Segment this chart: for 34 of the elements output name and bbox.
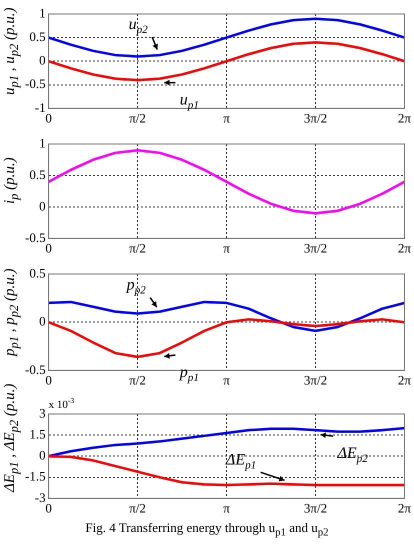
y-tick-label: 0.5 (29, 29, 46, 44)
y-tick-label: -0.5 (24, 230, 46, 245)
x-tick-label: π (223, 372, 230, 388)
y-tick-label: 3 (39, 405, 46, 420)
y-tick-label: -1.5 (24, 468, 46, 484)
x-tick-label: 3π/2 (304, 372, 328, 388)
x-tick-label: 3π/2 (304, 110, 328, 126)
x-tick-label: 2π (398, 372, 412, 388)
y-tick-label: 1 (39, 5, 46, 20)
y-tick-label: -1 (34, 100, 46, 115)
x-tick-label: 3π/2 (304, 500, 328, 516)
x-tick-label: π (223, 110, 230, 126)
y-tick-label: 0 (39, 314, 46, 329)
x-tick-label: π/2 (129, 110, 146, 126)
y-tick-label: 0.5 (29, 265, 46, 280)
x-tick-label: π/2 (129, 240, 146, 256)
y-tick-label: -0.5 (24, 362, 46, 377)
caption: Fig. 4 Transferring energy through u$_{p1}$ and u$_{p2}$ (84, 520, 330, 539)
x-tick-label: 3π/2 (304, 240, 328, 256)
x-tick-label: π (223, 500, 230, 516)
y-tick-label: 0.5 (29, 166, 46, 182)
y-tick-label: 0 (39, 198, 46, 214)
y-tick-label: 1 (39, 135, 46, 150)
x-tick-label: π/2 (129, 500, 146, 516)
y-tick-label: 0 (39, 52, 46, 68)
x-tick-label: π (223, 240, 230, 256)
x-tick-label: π/2 (129, 372, 146, 388)
y-tick-label: 0 (39, 448, 46, 463)
y-tick-label: 1.5 (29, 426, 46, 442)
x-tick-label: 2π (398, 240, 412, 256)
y-tick-label: -0.5 (24, 76, 46, 92)
x-tick-label: 2π (398, 500, 412, 516)
x-tick-label: 2π (398, 110, 412, 126)
y-tick-label: -3 (34, 490, 46, 505)
